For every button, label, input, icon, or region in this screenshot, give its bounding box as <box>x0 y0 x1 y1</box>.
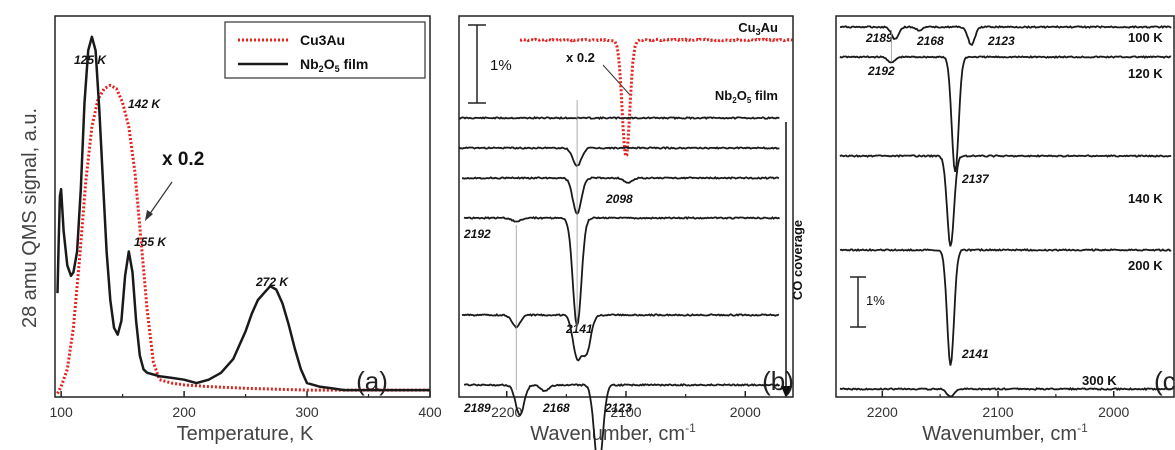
spectrum-cu3au <box>519 37 793 159</box>
peak-label-2192-c: 2192 <box>867 64 895 78</box>
peak-label-2141-c: 2141 <box>961 347 989 361</box>
peak-label-155k: 155 K <box>134 235 167 249</box>
temp-label-300k: 300 K <box>1082 373 1117 388</box>
temp-label-200k: 200 K <box>1128 258 1163 273</box>
panel-b: Wavenumber, cm-1 (b) 1% Cu3Au Nb2O5 film… <box>463 20 805 445</box>
scale-bar-b <box>468 24 486 104</box>
spectrum-b-0 <box>458 116 780 120</box>
spectrum-b-1 <box>458 146 780 168</box>
peak-label-125k: 125 K <box>74 53 107 67</box>
panel-b-xlabel: Wavenumber, cm-1 <box>530 421 696 445</box>
multiplier-arrowhead-a <box>145 210 153 221</box>
series-label-nb2o5: Nb2O5 film <box>715 88 778 105</box>
peak-label-2168-c: 2168 <box>916 34 944 48</box>
peak-label-2123-c: 2123 <box>987 34 1015 48</box>
panel-c-x-tick-label: 2200 <box>867 404 898 420</box>
co-coverage-arrowhead <box>781 386 791 398</box>
panel-b-x-tick-label: 2100 <box>610 404 641 420</box>
panel-c: Wavenumber, cm-1 (c) 1% 100 K 120 K 140 … <box>850 30 1175 445</box>
spectrum-c-4 <box>839 387 1172 398</box>
spectrum-b-5 <box>464 383 781 450</box>
panel-b-label: (b) <box>762 366 794 396</box>
temp-label-100k: 100 K <box>1128 30 1163 45</box>
peak-label-2189-b: 2189 <box>463 401 491 415</box>
series-label-cu3au: Cu3Au <box>738 20 778 37</box>
spectrum-b-4 <box>461 313 780 362</box>
series-line-nb2o5 <box>56 35 430 392</box>
panel-a-legend-box <box>224 21 426 79</box>
temp-label-120k: 120 K <box>1128 66 1163 81</box>
panel-c-x-tick-label: 2100 <box>982 404 1013 420</box>
peak-label-2192-b: 2192 <box>463 227 491 241</box>
panel-c-xlabel: Wavenumber, cm-1 <box>922 421 1088 445</box>
spectrum-b-2 <box>461 176 780 216</box>
panel-a-x-tick-label: 100 <box>49 404 73 420</box>
spectrum-c-0 <box>839 25 1172 47</box>
panel-a-xlabel: Temperature, K <box>177 423 314 445</box>
spectrum-c-2 <box>839 154 1172 247</box>
series-line-cu3au <box>56 83 430 395</box>
panel-c-plot-frame <box>835 15 1175 398</box>
peak-label-2137: 2137 <box>961 172 990 186</box>
multiplier-arrow-b <box>602 64 631 96</box>
spectrum-c-3 <box>839 248 1172 366</box>
peak-label-2168-b: 2168 <box>542 401 570 415</box>
panel-c-label: (c) <box>1154 366 1175 396</box>
legend-label-cu3au: Cu3Au <box>300 32 345 48</box>
panel-a-x-tick-label: 300 <box>295 404 319 420</box>
peak-label-2098: 2098 <box>605 192 633 206</box>
spectrum-b-3 <box>463 216 781 328</box>
temp-label-140k: 140 K <box>1128 191 1163 206</box>
peak-label-272k: 272 K <box>255 275 289 289</box>
spectrum-c-1 <box>839 55 1172 172</box>
panel-a-x-tick-label: 400 <box>418 404 442 420</box>
panel-b-x-tick-label: 2000 <box>730 404 761 420</box>
panel-c-x-tick-label: 2000 <box>1098 404 1129 420</box>
panel-a: 28 amu QMS signal, a.u. Temperature, K (… <box>19 21 426 445</box>
panel-a-plot-frame <box>54 15 431 398</box>
legend-label-nb2o5: Nb2O5 film <box>300 56 368 74</box>
scale-bar-b-label: 1% <box>490 57 512 74</box>
multiplier-label-a: x 0.2 <box>162 149 204 170</box>
panel-a-x-tick-label: 200 <box>172 404 196 420</box>
peak-label-142k: 142 K <box>128 97 161 111</box>
scale-bar-c <box>850 276 866 328</box>
peak-label-2189-c: 2189 <box>865 31 893 45</box>
scale-bar-c-label: 1% <box>866 293 885 308</box>
multiplier-arrow-a <box>148 181 173 216</box>
panel-b-x-tick-label: 2200 <box>491 404 522 420</box>
panel-a-ylabel: 28 amu QMS signal, a.u. <box>19 108 41 328</box>
peak-label-2123-b: 2123 <box>604 401 632 415</box>
multiplier-label-b: x 0.2 <box>566 50 595 65</box>
